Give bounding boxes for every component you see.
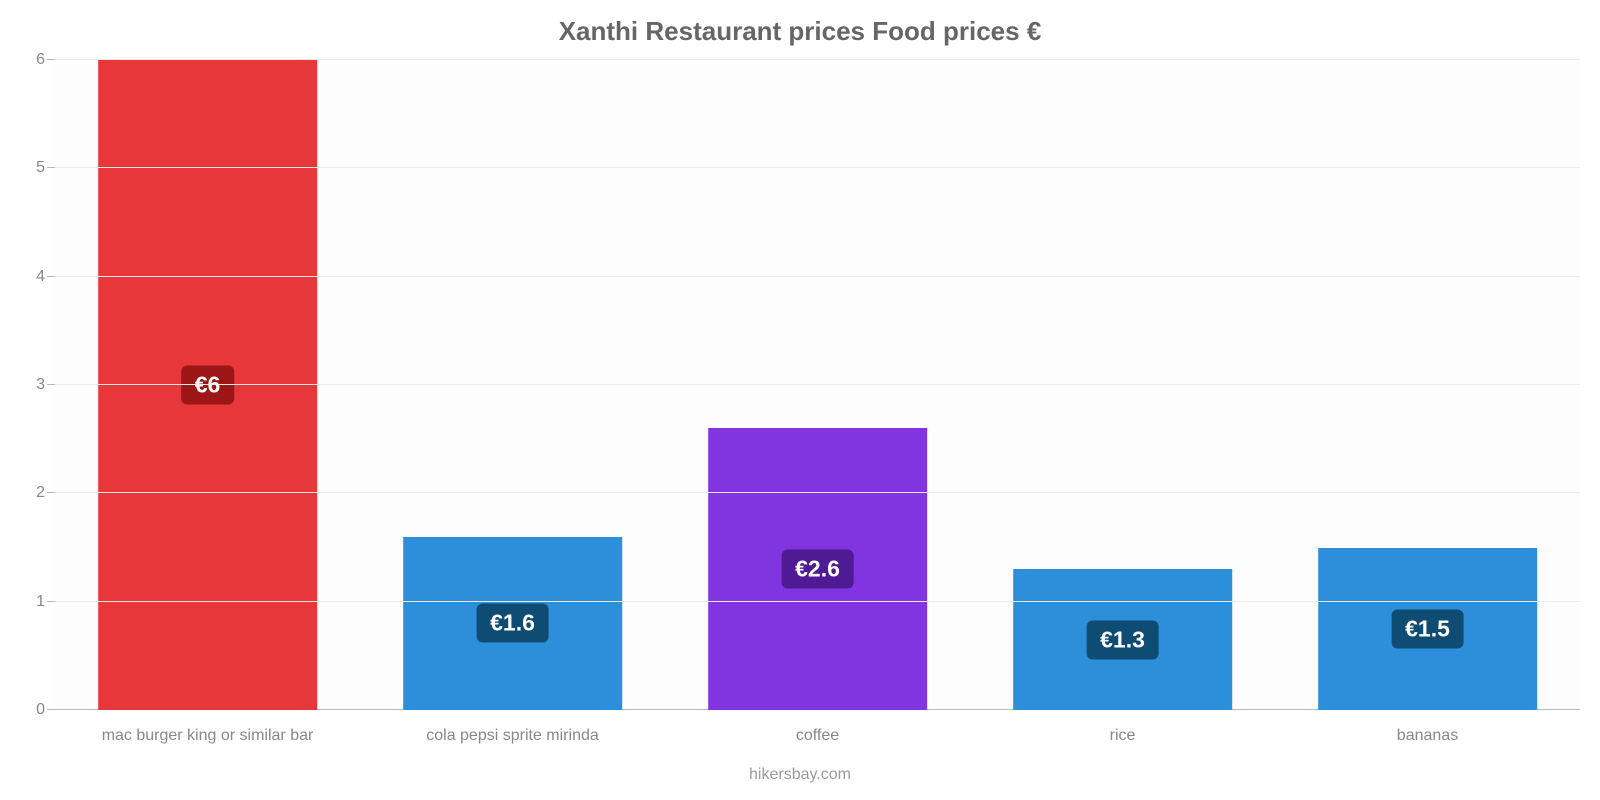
bar-slot: €1.6 xyxy=(360,60,665,710)
x-axis-label: rice xyxy=(970,727,1275,745)
gridline xyxy=(55,276,1580,277)
bar-slot: €2.6 xyxy=(665,60,970,710)
x-axis-label: coffee xyxy=(665,727,970,745)
ytick-label: 3 xyxy=(36,376,55,394)
value-badge: €1.6 xyxy=(476,604,549,643)
bar-slot: €1.3 xyxy=(970,60,1275,710)
ytick-label: 6 xyxy=(36,51,55,69)
bar-slot: €1.5 xyxy=(1275,60,1580,710)
x-axis-label: mac burger king or similar bar xyxy=(55,727,360,745)
gridline xyxy=(55,384,1580,385)
price-bar-chart: Xanthi Restaurant prices Food prices € €… xyxy=(0,0,1600,800)
ytick-label: 1 xyxy=(36,593,55,611)
ytick-label: 4 xyxy=(36,268,55,286)
plot-area: €6€1.6€2.6€1.3€1.5 0123456 xyxy=(55,60,1580,710)
value-badge: €2.6 xyxy=(781,550,854,589)
value-badge: €1.5 xyxy=(1391,609,1464,648)
value-badge: €1.3 xyxy=(1086,620,1159,659)
x-axis-label: cola pepsi sprite mirinda xyxy=(360,727,665,745)
bar-slot: €6 xyxy=(55,60,360,710)
gridline xyxy=(55,601,1580,602)
chart-footer: hikersbay.com xyxy=(0,766,1600,784)
bars-container: €6 €1.6 €2.6 €1.3 €1.5 xyxy=(55,60,1580,710)
ytick-label: 0 xyxy=(36,701,55,719)
ytick-label: 2 xyxy=(36,484,55,502)
gridline xyxy=(55,59,1580,60)
x-axis-labels: mac burger king or similar barcola pepsi… xyxy=(55,727,1580,745)
x-axis-label: bananas xyxy=(1275,727,1580,745)
gridline xyxy=(55,492,1580,493)
value-badge: €6 xyxy=(181,366,235,405)
chart-title: Xanthi Restaurant prices Food prices € xyxy=(0,16,1600,47)
gridline xyxy=(55,167,1580,168)
ytick-label: 5 xyxy=(36,159,55,177)
